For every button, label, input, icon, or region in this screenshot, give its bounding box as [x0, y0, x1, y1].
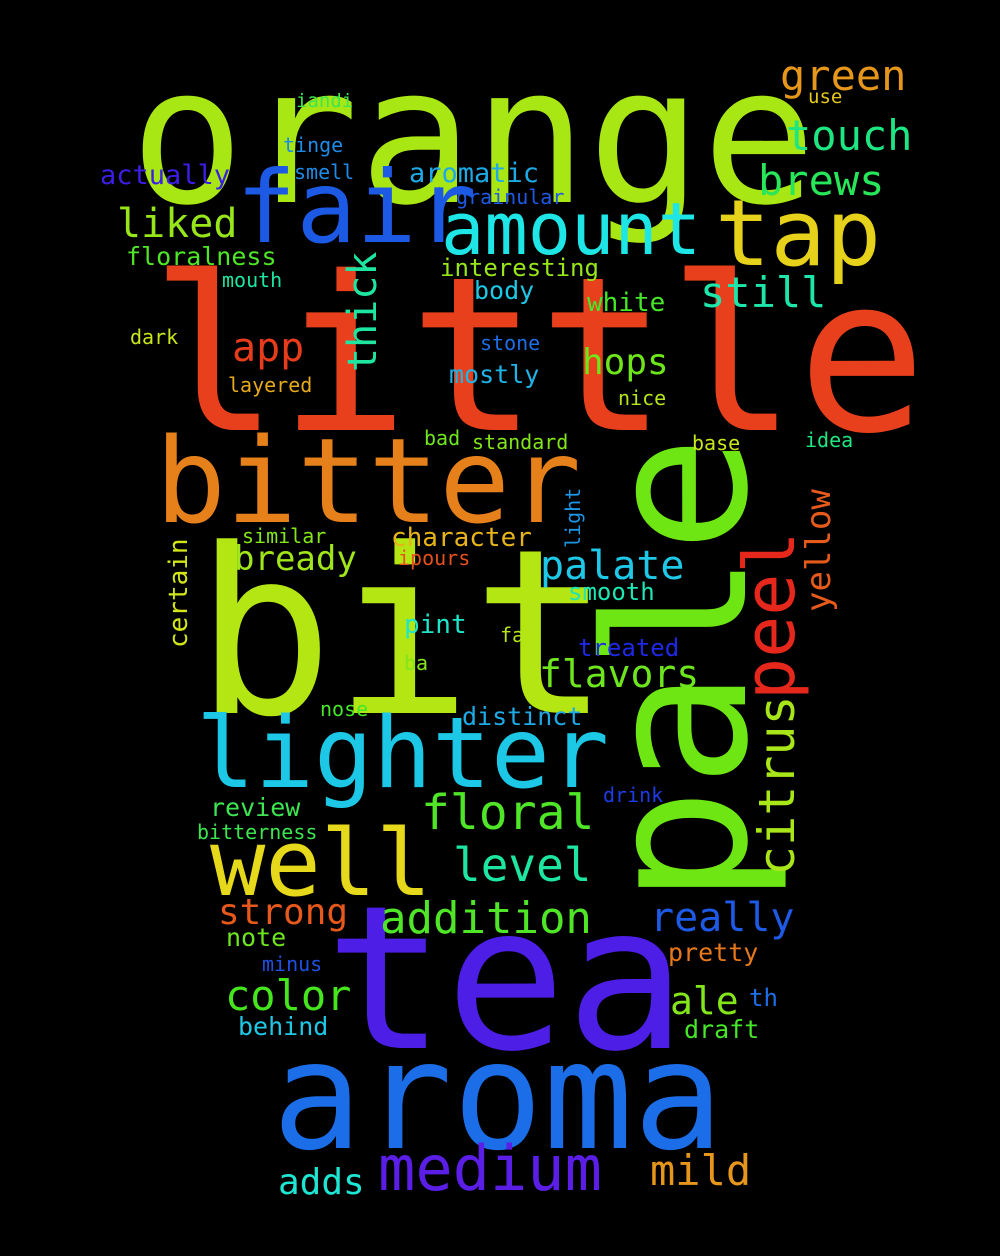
word-level: level: [453, 838, 592, 892]
word-far: far: [500, 623, 537, 647]
word-little: little: [150, 230, 927, 481]
word-minus: minus: [262, 952, 323, 976]
word-nice: nice: [618, 386, 667, 410]
word-green: green: [780, 51, 907, 100]
word-bad: bad: [424, 426, 461, 450]
word-smell: smell: [294, 160, 355, 184]
word-treated: treated: [578, 634, 680, 662]
word-pretty: pretty: [668, 938, 759, 967]
word-bitterness: bitterness: [197, 820, 318, 844]
word-note: note: [226, 923, 287, 952]
word-idea: idea: [805, 428, 854, 452]
word-mouth: mouth: [222, 268, 283, 292]
word-tea: tea: [325, 863, 687, 1096]
word-pint: pint: [404, 610, 467, 640]
word-white: white: [587, 288, 666, 318]
word-base: base: [692, 431, 741, 455]
word-smooth: smooth: [568, 578, 655, 606]
word-light: light: [561, 487, 585, 548]
word-addition: addition: [380, 893, 592, 944]
word-well: well: [210, 810, 432, 917]
word-yellow: yellow: [799, 489, 839, 612]
word-interesting: interesting: [440, 254, 599, 282]
word-app: app: [232, 325, 305, 371]
word-lighter: lighter: [196, 697, 610, 811]
word-th: th: [749, 984, 778, 1012]
word-review: review: [210, 793, 301, 822]
word-use: use: [808, 86, 843, 108]
word-really: really: [650, 895, 795, 941]
word-amount: amount: [441, 187, 702, 271]
word-hops: hops: [582, 342, 669, 383]
word-draft: draft: [684, 1015, 760, 1044]
word-floralness: floralness: [126, 242, 277, 271]
word-mostly: mostly: [449, 360, 540, 389]
word-strong: strong: [218, 892, 349, 933]
word-peel: peel: [729, 531, 811, 700]
word-mild: mild: [650, 1146, 752, 1195]
word-ale: ale: [670, 979, 739, 1023]
word-brews: brews: [758, 156, 885, 205]
word-body: body: [474, 276, 535, 305]
word-grainular: grainular: [456, 185, 565, 209]
word-behind: behind: [238, 1012, 329, 1041]
word-drink: drink: [603, 783, 664, 807]
word-orange: orange: [130, 26, 817, 247]
word-aromatic: aromatic: [409, 158, 540, 189]
word-nose: nose: [320, 697, 369, 721]
word-touch: touch: [786, 111, 913, 160]
word-ba: ba: [404, 651, 429, 675]
word-citrus: citrus: [748, 695, 806, 876]
word-still: still: [700, 268, 827, 317]
word-palate: palate: [540, 543, 685, 589]
word-medium: medium: [378, 1132, 602, 1205]
word-character: character: [391, 523, 532, 553]
word-dark: dark: [130, 325, 179, 349]
word-bitter: bitter: [155, 412, 582, 550]
word-color: color: [225, 971, 352, 1020]
word-similar: similar: [242, 524, 327, 548]
word-stone: stone: [480, 331, 541, 355]
word-bit: bit: [195, 501, 611, 768]
word-layered: layered: [228, 373, 313, 397]
word-liked: liked: [117, 201, 238, 247]
word-fair: fair: [236, 149, 477, 266]
word-standard: standard: [472, 430, 569, 454]
word-ipours: ipours: [398, 546, 471, 570]
word-adds: adds: [278, 1162, 365, 1203]
word-actually: actually: [100, 160, 231, 191]
word-tinge: tinge: [283, 133, 344, 157]
word-flavors: flavors: [539, 652, 700, 696]
word-distinct: distinct: [462, 702, 583, 731]
word-iandi: iandi: [296, 90, 354, 112]
word-tap: tap: [715, 180, 882, 287]
word-certain: certain: [164, 538, 194, 648]
word-bready: bready: [234, 539, 357, 579]
word-floral: floral: [421, 785, 595, 841]
word-thick: thick: [340, 251, 386, 372]
word-aroma: aroma: [272, 1010, 724, 1184]
